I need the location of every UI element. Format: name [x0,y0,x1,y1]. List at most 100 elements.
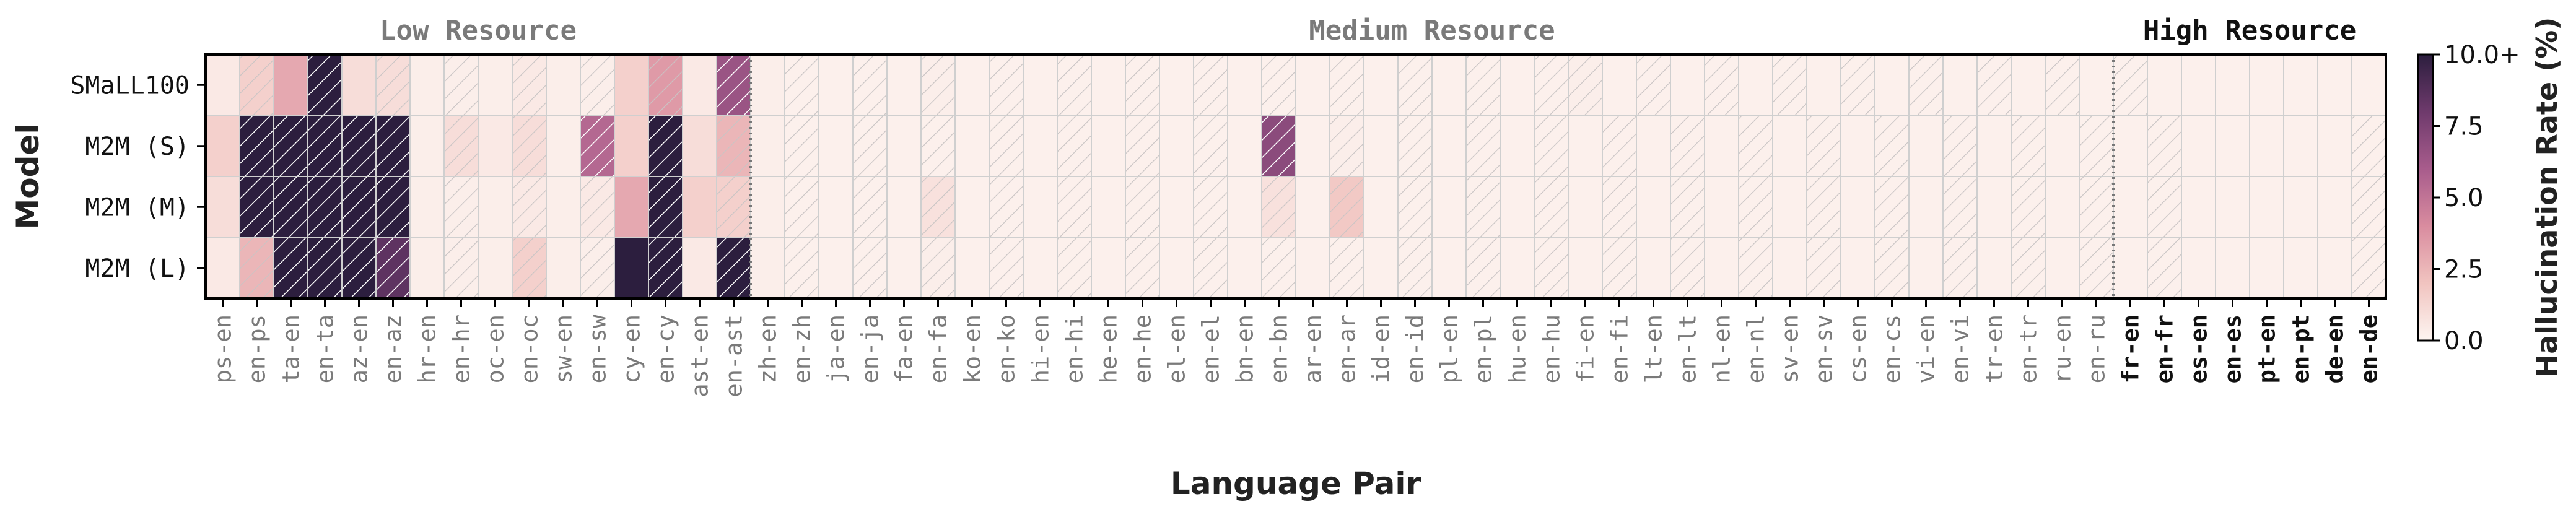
heatmap-cell [750,54,785,116]
heatmap-cell [1976,237,2012,299]
x-tick-label: en-ru [2084,315,2110,383]
heatmap-cell [1091,115,1126,177]
heatmap-cell [1704,176,1739,238]
hatch-mark [1194,116,1227,176]
group-label: Medium Resource [1309,15,1555,46]
heatmap-cell [614,115,649,177]
y-axis-ticks: SMaLL100 M2M (S) M2M (M) M2M (L) [70,71,206,283]
hatch-mark [513,55,546,115]
x-tick-label: en-ja [857,315,884,383]
hatch-mark [1671,177,1704,237]
hatch-mark [2148,116,2181,176]
x-tick-label: en-vi [1947,315,1974,383]
colorbar-tick-label: 10.0+ [2444,41,2520,69]
heatmap-cell [1840,237,1875,299]
heatmap-cell [1295,176,1330,238]
heatmap-cell [2317,115,2352,177]
hatch-mark [274,116,307,176]
heatmap-cell [1363,54,1399,116]
x-tick-label: en-ast [721,315,748,398]
x-tick-label: nl-en [1709,315,1736,383]
x-tick-label: bn-en [1232,315,1259,383]
heatmap-cell [1159,176,1194,238]
heatmap-cell [818,115,854,177]
heatmap-cell [1602,54,1637,116]
x-tick-label: lt-en [1641,315,1667,383]
hatch-mark [922,238,954,298]
x-tick-label: el-en [1164,315,1190,383]
heatmap-cell [1227,237,1262,299]
heatmap-cell [954,237,990,299]
heatmap-cell [614,237,649,299]
hatch-mark [1535,238,1568,298]
heatmap-cell [546,176,581,238]
x-tick-label: en-hi [1062,315,1088,383]
heatmap-cell [2283,237,2318,299]
heatmap-cell [1908,176,1944,238]
heatmap-cell [750,115,785,177]
hatch-mark [922,55,954,115]
hatch-mark [343,177,375,237]
heatmap-cell [1363,176,1399,238]
hatch-mark [1671,238,1704,298]
hatch-mark [1194,55,1227,115]
heatmap-cell [2113,176,2148,238]
colorbar-tick-label: 0.0 [2444,327,2484,355]
heatmap-cell [818,237,854,299]
hatch-mark [1399,238,1431,298]
hatch-mark [343,238,375,298]
hatch-mark [1944,177,1976,237]
hatch-mark [343,116,375,176]
heatmap-cell [1704,237,1739,299]
hatch-mark [581,177,614,237]
hatch-mark [785,55,818,115]
x-tick-label: ko-en [959,315,986,383]
hatch-mark [2012,116,2045,176]
y-tick-label: SMaLL100 [70,71,190,100]
hatch-mark [1773,55,1806,115]
heatmap-cell [1670,54,1705,116]
hatch-mark [308,55,341,115]
heatmap-cell [1840,115,1875,177]
hatch-mark [2080,177,2113,237]
hatch-mark [1467,55,1500,115]
heatmap-cell [1363,115,1399,177]
x-tick-label: en-ko [993,315,1020,383]
hatch-mark [2352,177,2385,237]
heatmap-cell [886,54,922,116]
heatmap-cell [1227,54,1262,116]
hatch-mark [2012,177,2045,237]
x-tick-label: ta-en [278,315,305,383]
x-tick-label: en-oc [517,315,543,383]
x-tick-label: en-es [2220,315,2246,383]
heatmap-cell [2283,115,2318,177]
heatmap-cell [2317,237,2352,299]
x-tick-label: en-pl [1470,315,1497,383]
hatch-mark [1262,116,1295,176]
x-tick-label: en-fr [2152,315,2178,383]
heatmap-cell [2011,54,2046,116]
x-axis-title: Language Pair [1171,466,1421,502]
hatch-mark [1330,238,1363,298]
heatmap-cell [1568,115,1603,177]
heatmap-cell [1363,237,1399,299]
hatch-mark [922,116,954,176]
hatch-mark [717,116,750,176]
heatmap-cell [1431,115,1467,177]
hatch-mark [1705,55,1738,115]
heatmap-cell [409,115,445,177]
heatmap-cell [614,176,649,238]
heatmap-cell [1500,54,1535,116]
heatmap-cell [2317,176,2352,238]
heatmap-cell [1772,237,1807,299]
group-label: High Resource [2143,15,2356,46]
hatch-mark [445,55,478,115]
x-tick-label: en-ta [312,315,339,383]
x-tick-label: sv-en [1777,315,1804,383]
heatmap-cell [2113,115,2148,177]
heatmap-cell [546,115,581,177]
y-tick-label: M2M (M) [85,193,190,222]
heatmap-cell [2215,176,2250,238]
hatch-mark [1807,177,1840,237]
x-tick-label: pl-en [1436,315,1463,383]
